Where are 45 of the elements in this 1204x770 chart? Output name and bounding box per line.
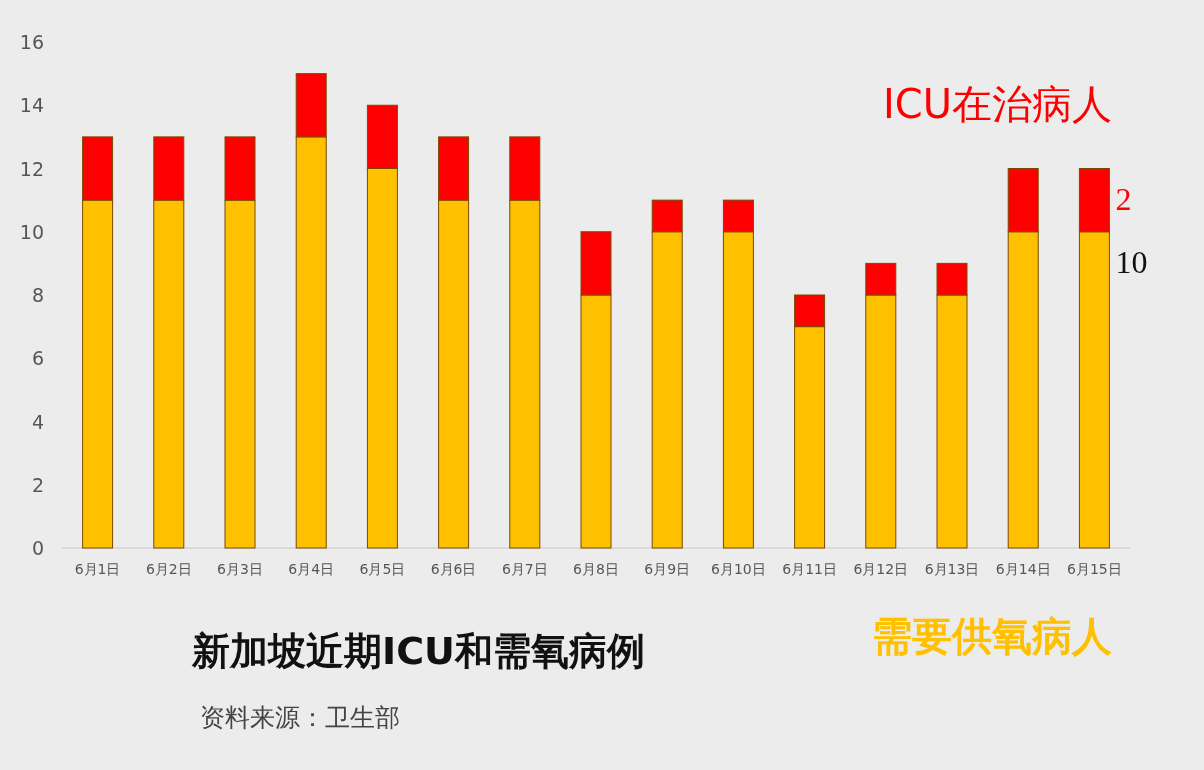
x-tick-label: 6月7日 — [501, 561, 548, 577]
x-tick-label: 6月5日 — [359, 561, 406, 577]
series-label: 需要供氧病人 — [872, 613, 1113, 659]
y-tick-label: 10 — [19, 220, 44, 243]
bar — [865, 262, 897, 296]
text: 新加坡近期ICU和需氧病例 — [191, 629, 645, 673]
x-tick-label: 6月10日 — [711, 561, 766, 577]
y-tick-label: 0 — [31, 537, 44, 559]
x-tick-label: 6月2日 — [145, 561, 192, 577]
bar — [509, 136, 541, 201]
x-tick-label: 6月12日 — [853, 561, 909, 577]
y-tick-label: 12 — [19, 157, 44, 180]
x-tick-label: 6月14日 — [995, 561, 1051, 577]
bar — [366, 104, 398, 169]
y-tick-label: 16 — [19, 31, 44, 53]
x-tick-label: 6月1日 — [74, 561, 121, 577]
bar — [651, 199, 683, 233]
x-tick-label: 6月4日 — [288, 561, 335, 577]
bar — [1078, 168, 1110, 233]
x-tick-label: 6月13日 — [924, 561, 980, 577]
bar — [936, 262, 968, 296]
x-tick-label: 6月6日 — [430, 561, 477, 577]
bar — [438, 136, 470, 201]
y-tick-label: 4 — [31, 410, 44, 433]
bar — [580, 231, 612, 296]
y-tick-label: 2 — [31, 473, 44, 496]
series-label: ICU在治病人 — [882, 81, 1112, 127]
bar — [295, 73, 327, 138]
text: 资料来源：卫生部 — [200, 703, 400, 732]
bar — [722, 199, 754, 233]
y-tick-label: 8 — [31, 284, 44, 306]
y-tick-label: 6 — [31, 347, 44, 370]
x-tick-label: 6月9日 — [644, 561, 691, 577]
x-tick-label: 6月15日 — [1067, 561, 1122, 577]
y-tick-label: 14 — [19, 94, 44, 117]
data-label: 10 — [1115, 243, 1148, 280]
bar — [224, 136, 256, 201]
bar — [794, 294, 826, 328]
x-tick-label: 6月8日 — [573, 561, 619, 577]
x-tick-label: 6月11日 — [782, 561, 837, 577]
bar — [153, 136, 185, 201]
bar — [1007, 168, 1039, 233]
bar — [82, 136, 114, 201]
x-tick-label: 6月3日 — [217, 561, 263, 577]
data-label: 2 — [1115, 180, 1132, 217]
